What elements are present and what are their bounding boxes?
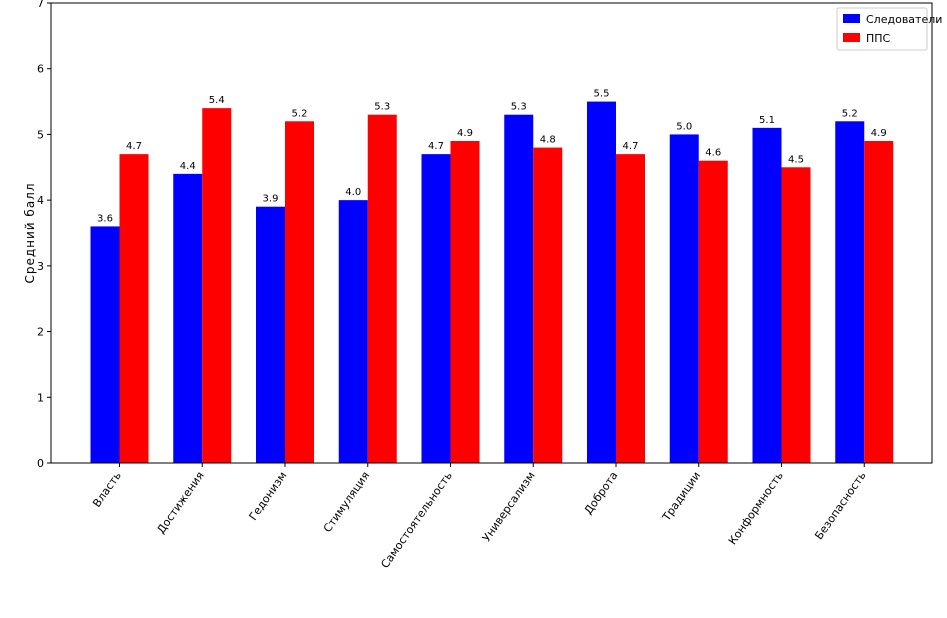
bar-pps-3	[367, 114, 397, 463]
legend-label-pps: ППС	[866, 32, 891, 45]
x-tick-label-9: Безопасность	[812, 469, 868, 542]
x-tick-label-4: Самостоятельность	[378, 469, 455, 571]
legend-swatch-pps	[843, 33, 860, 42]
data-label-sledovateli-1: 4.4	[180, 161, 196, 172]
bar-sledovateli-5	[504, 114, 534, 463]
data-label-pps-2: 5.2	[292, 108, 308, 119]
x-tick-label-6: Доброта	[582, 469, 621, 517]
data-label-sledovateli-8: 5.1	[759, 115, 775, 126]
bar-sledovateli-0	[90, 226, 120, 463]
data-label-sledovateli-6: 5.5	[594, 89, 610, 100]
bar-pps-6	[616, 154, 645, 463]
bar-sledovateli-9	[835, 121, 865, 464]
legend: Следователи ППС	[836, 7, 942, 51]
data-label-pps-1: 5.4	[209, 95, 225, 106]
data-label-pps-6: 4.7	[623, 141, 639, 152]
y-axis: 0 1 2 3 4 5 6 7	[37, 0, 51, 470]
data-label-pps-0: 4.7	[126, 141, 142, 152]
bar-pps-2	[285, 121, 314, 464]
data-label-sledovateli-5: 5.3	[511, 102, 527, 113]
data-label-sledovateli-7: 5.0	[676, 121, 692, 132]
data-label-pps-5: 4.8	[540, 135, 556, 146]
data-label-sledovateli-4: 4.7	[428, 141, 444, 152]
y-axis-label: Средний балл	[23, 182, 37, 283]
x-tick-label-3: Стимуляция	[321, 469, 372, 535]
bar-pps-7	[698, 160, 728, 463]
data-label-pps-3: 5.3	[374, 102, 390, 113]
bar-sledovateli-4	[421, 154, 451, 463]
value-labels-group: 3.6 4.7 4.4 5.4 3.9 5.2 4.0 5.3 4.7 4.9 5.3 4.8 5.5 4…	[97, 89, 887, 225]
bar-pps-4	[450, 141, 480, 463]
data-label-sledovateli-2: 3.9	[263, 194, 279, 205]
x-tick-label-1: Достижения	[154, 469, 206, 536]
y-tick-label-7: 7	[37, 0, 44, 10]
y-tick-label-2: 2	[37, 326, 44, 339]
y-tick-label-6: 6	[37, 63, 44, 76]
legend-swatch-sledovateli	[843, 14, 860, 23]
x-tick-label-2: Гедонизм	[247, 469, 290, 523]
bar-pps-0	[119, 154, 149, 463]
bar-sledovateli-7	[669, 134, 699, 463]
bar-pps-5	[533, 147, 563, 464]
x-axis: Власть Достижения Гедонизм Стимуляция Самост…	[90, 463, 869, 571]
bar-pps-8	[781, 167, 811, 464]
legend-label-sledovateli: Следователи	[866, 13, 942, 26]
y-tick-label-0: 0	[37, 457, 44, 470]
bar-sledovateli-2	[256, 206, 285, 463]
data-label-pps-7: 4.6	[705, 148, 721, 159]
data-label-sledovateli-0: 3.6	[97, 213, 113, 224]
y-tick-label-3: 3	[37, 260, 44, 273]
x-tick-label-0: Власть	[90, 469, 124, 509]
bar-pps-9	[864, 141, 894, 463]
plot-area-frame	[50, 2, 933, 464]
data-label-pps-9: 4.9	[871, 128, 887, 139]
x-tick-label-8: Конформность	[726, 469, 786, 547]
y-tick-label-5: 5	[37, 128, 44, 141]
y-tick-label-4: 4	[37, 194, 44, 207]
bar-sledovateli-1	[173, 173, 203, 463]
x-tick-label-5: Универсализм	[480, 469, 538, 544]
data-label-pps-8: 4.5	[788, 154, 804, 165]
bar-sledovateli-8	[752, 127, 782, 463]
data-label-pps-4: 4.9	[457, 128, 473, 139]
data-label-sledovateli-3: 4.0	[345, 187, 361, 198]
bar-sledovateli-6	[587, 101, 616, 464]
y-tick-label-1: 1	[37, 391, 44, 404]
bars-group	[90, 101, 894, 464]
x-tick-label-7: Традиции	[659, 469, 703, 524]
data-label-sledovateli-9: 5.2	[842, 108, 858, 119]
bar-pps-1	[202, 108, 232, 464]
bar-sledovateli-3	[338, 200, 368, 463]
